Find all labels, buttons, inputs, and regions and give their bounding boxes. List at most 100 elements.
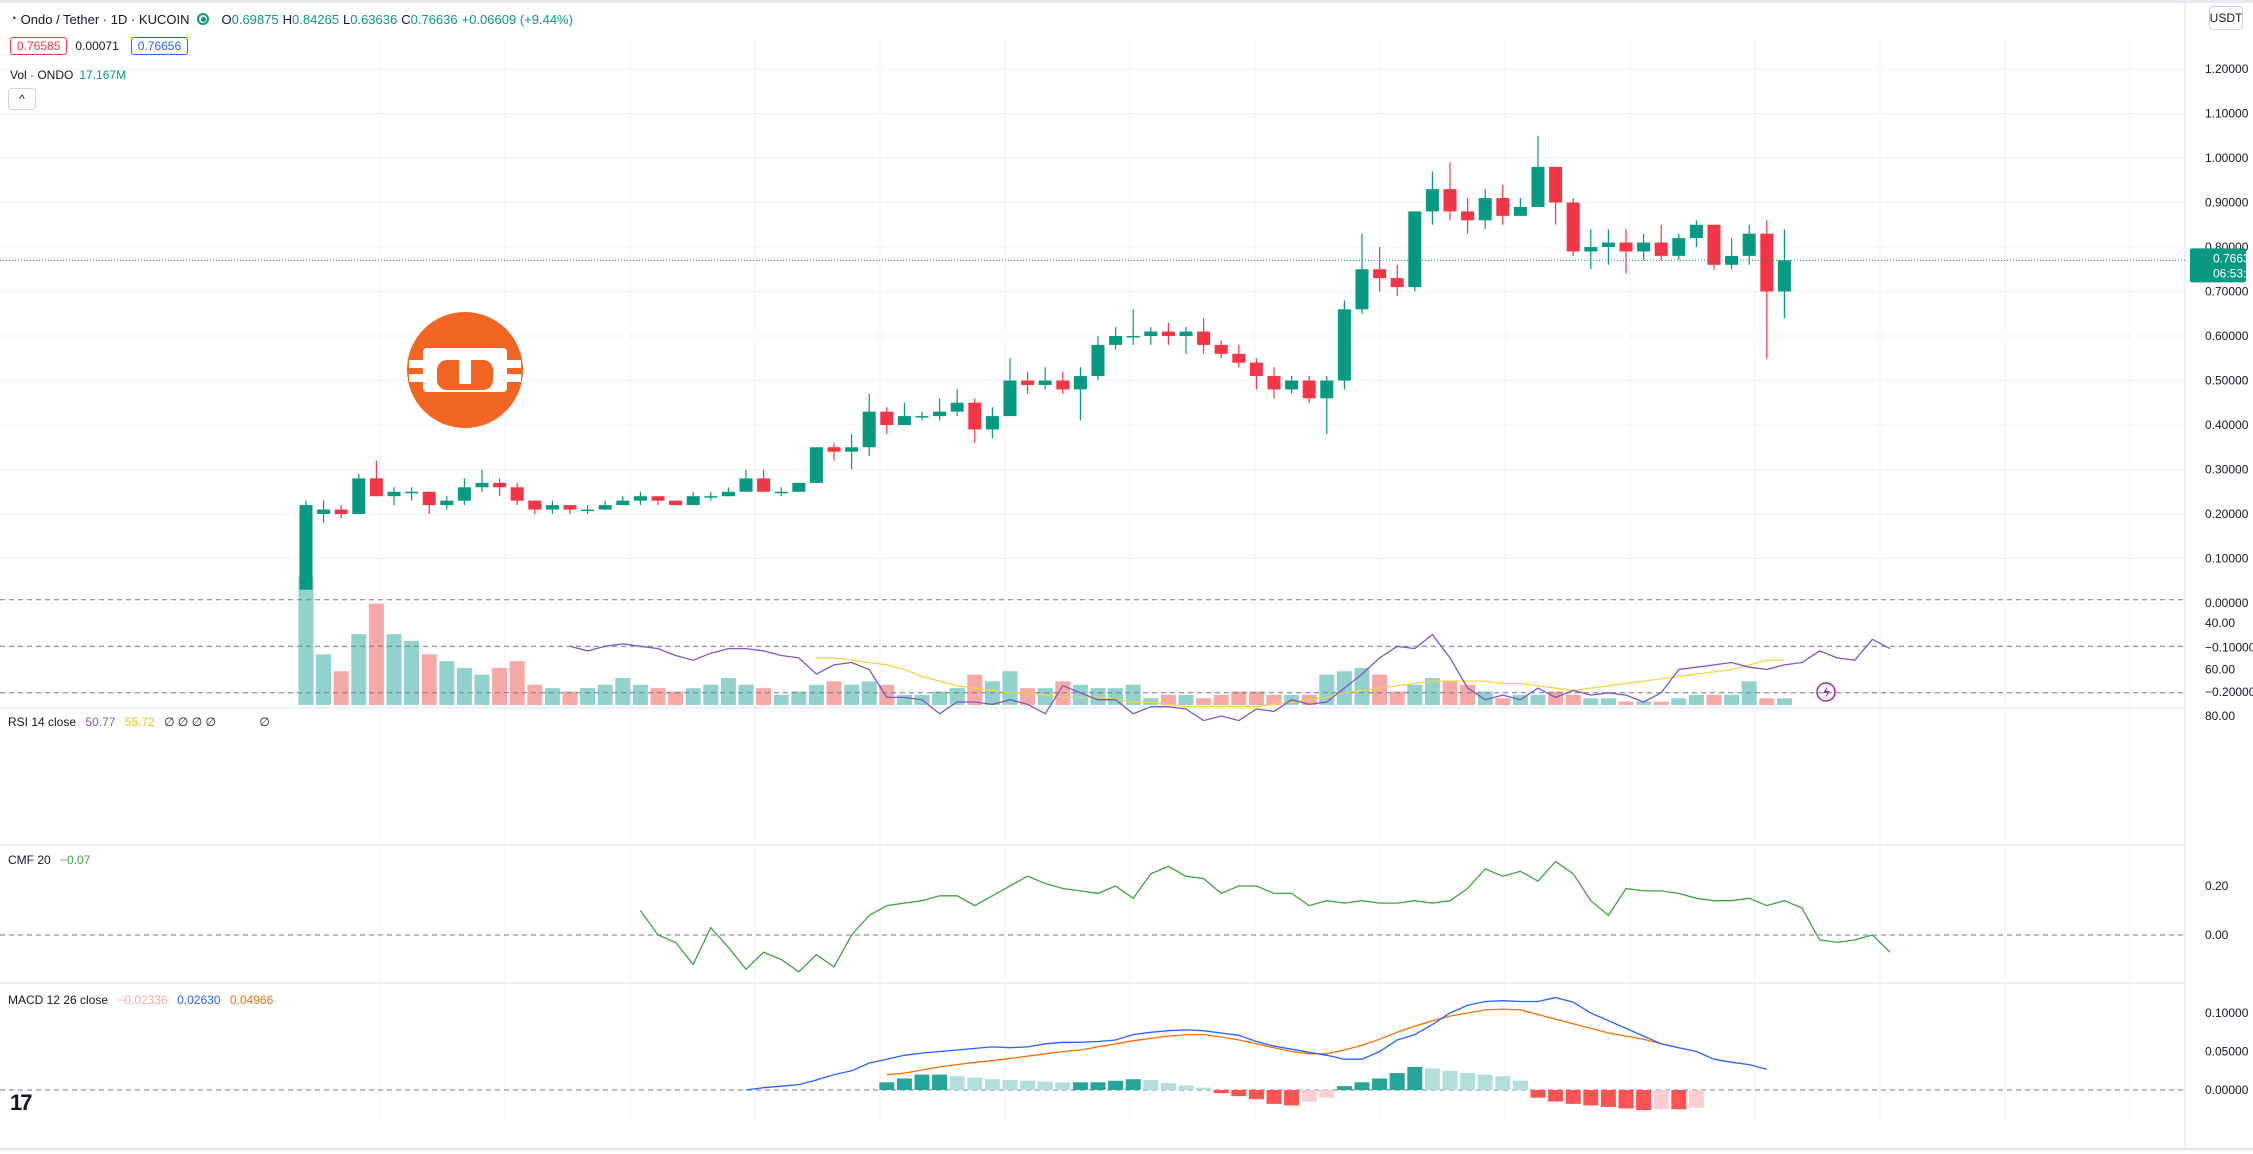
volume-bar xyxy=(597,684,613,705)
price-tick-label: 0.70000 xyxy=(2205,285,2249,299)
volume-bar xyxy=(562,691,578,705)
rsi-extra-values: ∅ ∅ ∅ ∅ xyxy=(164,715,216,729)
volume-bar xyxy=(1477,691,1493,705)
macd-histogram-bar xyxy=(1512,1080,1528,1090)
candle-body xyxy=(1056,380,1070,390)
macd-histogram-bar xyxy=(1301,1090,1317,1102)
volume-bar xyxy=(1671,698,1687,705)
currency-button[interactable]: USDT xyxy=(2209,6,2243,30)
volume-bar xyxy=(1776,698,1792,705)
watermark-logo-icon xyxy=(459,348,471,384)
rsi-tick-label: 60.00 xyxy=(2205,663,2235,677)
rsi-line xyxy=(569,633,1891,722)
macd-histogram-bar xyxy=(984,1079,1000,1090)
candle-body xyxy=(827,447,841,452)
candle-body xyxy=(545,505,559,510)
volume-bar xyxy=(791,691,807,705)
macd-histogram-bar xyxy=(914,1074,930,1090)
candle-body xyxy=(510,487,524,501)
volume-bar xyxy=(1530,694,1546,705)
volume-bar xyxy=(509,661,525,705)
volume-bar xyxy=(1160,694,1176,705)
volume-bar xyxy=(404,640,420,705)
candle-body xyxy=(721,491,735,497)
rsi-ma-line xyxy=(816,657,1785,708)
candle-body xyxy=(792,482,806,492)
volume-bar xyxy=(1548,691,1564,705)
macd-histogram-bar xyxy=(1266,1090,1282,1104)
candle-body xyxy=(1408,211,1422,288)
candle-body xyxy=(457,487,471,501)
macd-histogram-bar xyxy=(1178,1085,1194,1090)
market-status-icon[interactable] xyxy=(197,13,210,25)
candle-body xyxy=(299,505,313,590)
volume-bar xyxy=(1407,684,1423,705)
candle-body xyxy=(1601,242,1615,247)
macd-histogram-bar xyxy=(896,1078,912,1090)
macd-histogram-bar xyxy=(967,1077,983,1090)
volume-bar xyxy=(650,688,666,705)
rsi-title[interactable]: RSI 14 close xyxy=(8,715,77,729)
last-price-marker xyxy=(2190,248,2246,283)
candle-body xyxy=(1619,242,1633,252)
macd-title[interactable]: MACD 12 26 close xyxy=(8,993,109,1007)
volume-bar xyxy=(1196,698,1212,705)
volume-value: 17.167M xyxy=(79,68,127,82)
candle-body xyxy=(1390,278,1404,288)
candle-body xyxy=(1566,202,1580,252)
tradingview-logo[interactable]: 17 xyxy=(10,1090,33,1115)
collapse-legend-button[interactable]: ^ xyxy=(8,88,36,110)
macd-histogram-bar xyxy=(1407,1066,1423,1090)
candle-body xyxy=(334,509,348,514)
price-tick-label: 0.50000 xyxy=(2205,374,2249,388)
open-value: 0.69875 xyxy=(231,11,279,27)
macd-histogram-bar xyxy=(1160,1083,1176,1090)
price-tick-label: 1.10000 xyxy=(2205,107,2249,121)
volume-bar xyxy=(1688,694,1704,705)
high-label: H xyxy=(282,11,292,27)
volume-bar xyxy=(861,681,877,705)
volume-bar xyxy=(1372,674,1388,705)
close-value: 0.76636 xyxy=(410,11,458,27)
volume-bar xyxy=(879,684,895,705)
volume-bar xyxy=(1108,688,1124,705)
macd-histogram-bar xyxy=(1055,1082,1071,1090)
volume-bar xyxy=(544,688,560,705)
low-label: L xyxy=(343,11,351,27)
rsi-tick-label: 80.00 xyxy=(2205,709,2235,723)
rsi-value: 50.77 xyxy=(85,715,116,729)
rsi-ma-value: 55.72 xyxy=(124,715,155,729)
volume-bar xyxy=(351,634,367,705)
bottom-border xyxy=(0,1148,2253,1150)
price-tick-label: 0.20000 xyxy=(2205,507,2249,521)
candle-body xyxy=(1654,242,1668,256)
price-tick-label: 0.90000 xyxy=(2205,196,2249,210)
volume-label[interactable]: Vol · ONDO xyxy=(10,68,74,82)
candle-body xyxy=(1320,380,1334,399)
low-value: 0.63636 xyxy=(350,11,398,27)
candle-body xyxy=(1091,344,1105,377)
candle-body xyxy=(1496,198,1510,216)
rsi-legend: RSI 14 close 50.77 55.72 ∅ ∅ ∅ ∅ ∅ xyxy=(8,715,276,729)
volume-bar xyxy=(386,634,402,705)
candle-body xyxy=(1267,376,1281,390)
macd-histogram-bar xyxy=(1354,1082,1370,1090)
macd-histogram-bar xyxy=(1372,1078,1388,1090)
candle-body xyxy=(1531,166,1545,207)
volume-bar xyxy=(1424,678,1440,705)
symbol-title[interactable]: Ondo / Tether · 1D · KUCOIN xyxy=(20,11,190,27)
sell-button[interactable]: 0.76585 xyxy=(10,37,68,55)
cmf-title[interactable]: CMF 20 xyxy=(8,853,51,867)
candle-body xyxy=(1003,380,1017,417)
volume-bar xyxy=(967,674,983,705)
macd-histogram-bar xyxy=(1636,1090,1652,1111)
volume-bar xyxy=(421,654,437,705)
macd-histogram-bar xyxy=(1688,1090,1704,1108)
volume-bar xyxy=(1319,674,1335,705)
buy-button[interactable]: 0.76656 xyxy=(130,37,189,55)
candle-body xyxy=(1232,353,1246,363)
volume-bar xyxy=(439,661,455,705)
candle-body xyxy=(1373,269,1387,279)
cmf-line xyxy=(639,860,1891,973)
